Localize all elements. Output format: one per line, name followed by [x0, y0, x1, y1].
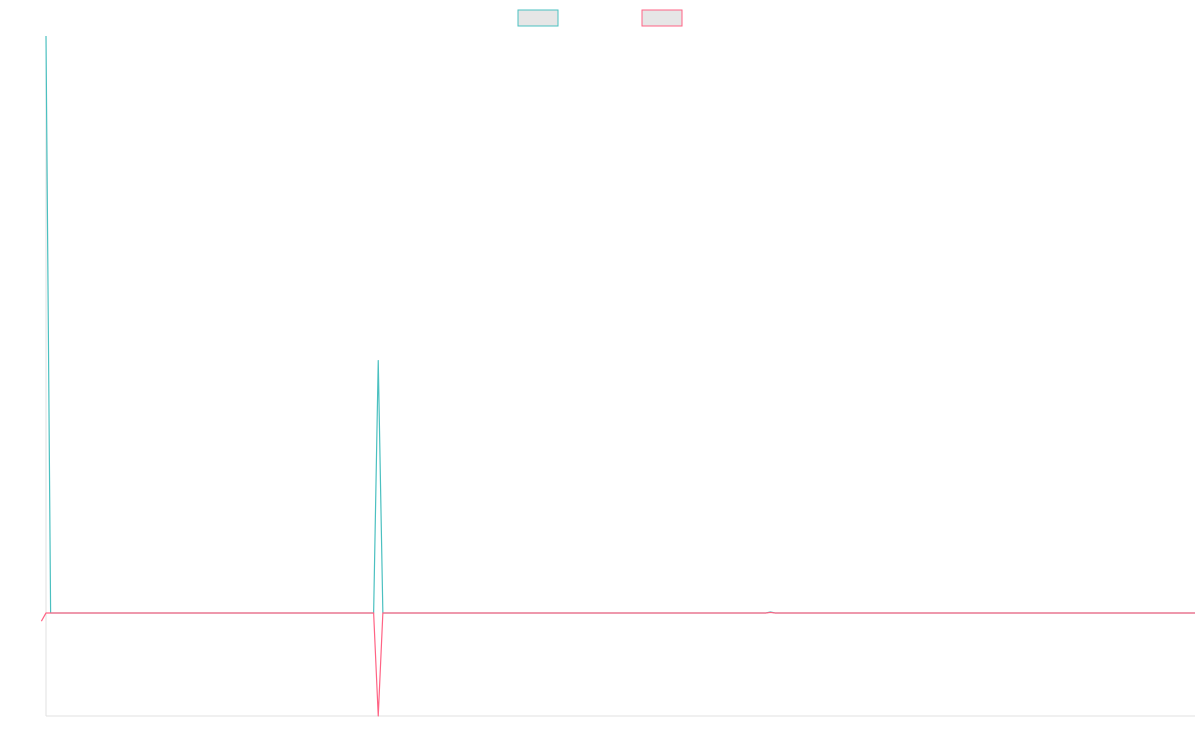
plot-area — [40, 35, 1195, 717]
series-line-1 — [45, 35, 1195, 614]
legend — [517, 9, 683, 27]
legend-swatch-1 — [517, 9, 559, 27]
legend-swatch-2 — [641, 9, 683, 27]
series-line-2 — [40, 611, 1195, 717]
axes — [45, 36, 1195, 717]
